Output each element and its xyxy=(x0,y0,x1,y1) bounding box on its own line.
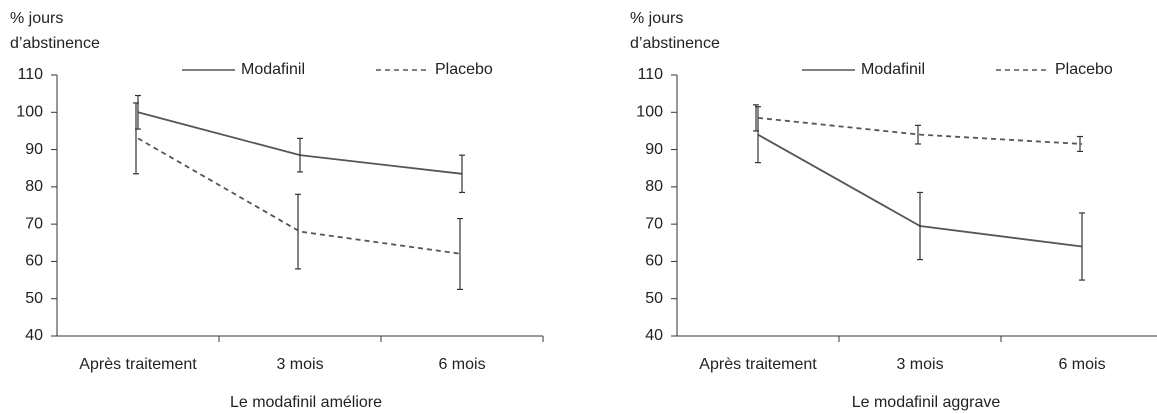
x-tick-label: Après traitement xyxy=(79,356,197,373)
y-tick-label: 100 xyxy=(16,104,43,121)
legend-label: Modafinil xyxy=(241,61,305,78)
y-tick-label: 60 xyxy=(25,253,43,270)
error-bar xyxy=(459,154,465,194)
y-tick-label: 50 xyxy=(25,290,43,307)
x-tick-label: 3 mois xyxy=(896,356,943,373)
y-tick-label: 90 xyxy=(645,141,663,158)
x-axis-label: Le modafinil aggrave xyxy=(852,394,1001,411)
error-bar xyxy=(917,191,923,261)
error-bar xyxy=(753,104,759,132)
y-axis-label: % jours xyxy=(630,10,683,27)
error-bar xyxy=(457,217,463,290)
y-tick-label: 40 xyxy=(645,327,663,344)
x-axis-label: Le modafinil améliore xyxy=(230,394,382,411)
legend-label: Placebo xyxy=(1055,61,1113,78)
y-tick-label: 80 xyxy=(25,178,43,195)
y-axis-label: % jours xyxy=(10,10,63,27)
y-tick-label: 80 xyxy=(645,178,663,195)
x-tick-label: 6 mois xyxy=(1058,356,1105,373)
x-tick-label: Après traitement xyxy=(699,356,817,373)
error-bar xyxy=(915,124,921,145)
y-tick-label: 50 xyxy=(645,290,663,307)
y-tick-label: 90 xyxy=(25,141,43,158)
series-line xyxy=(757,116,1083,145)
x-tick-label: 3 mois xyxy=(276,356,323,373)
y-tick-label: 110 xyxy=(17,66,43,83)
y-tick-label: 40 xyxy=(25,327,43,344)
y-tick-label: 60 xyxy=(645,253,663,270)
legend-label: Modafinil xyxy=(861,61,925,78)
y-tick-label: 100 xyxy=(636,104,663,121)
error-bar xyxy=(295,193,301,270)
y-axis-label: d’abstinence xyxy=(10,35,100,52)
y-tick-label: 110 xyxy=(637,66,663,83)
y-tick-label: 70 xyxy=(645,215,663,232)
error-bar xyxy=(1079,212,1085,281)
error-bar xyxy=(297,137,303,173)
error-bar xyxy=(133,102,139,175)
y-tick-label: 70 xyxy=(25,215,43,232)
error-bar xyxy=(1077,135,1083,153)
y-axis-label: d’abstinence xyxy=(630,35,720,52)
legend-label: Placebo xyxy=(435,61,493,78)
x-tick-label: 6 mois xyxy=(438,356,485,373)
